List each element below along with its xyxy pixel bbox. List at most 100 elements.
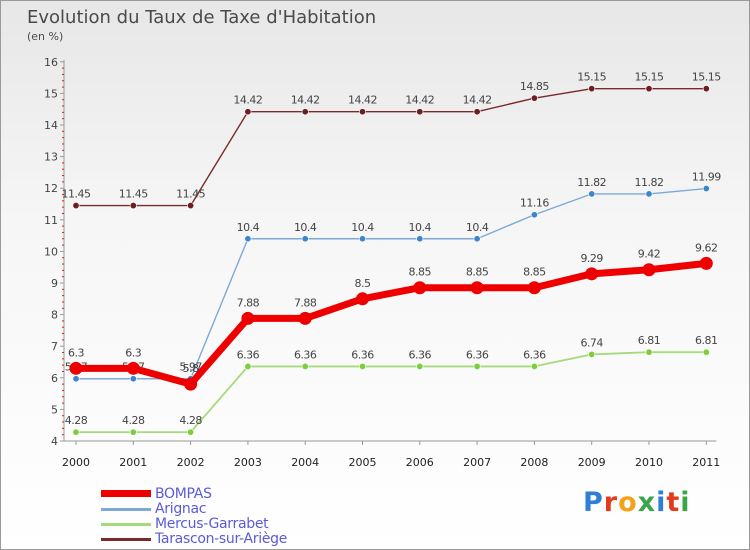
data-label-arignac: 10.4 <box>237 221 260 234</box>
data-label-mercus-garrabet: 6.81 <box>638 334 661 347</box>
legend-label-tarascon: Tarascon-sur-Ariège <box>155 531 288 547</box>
data-label-bompas: 7.88 <box>237 296 260 309</box>
data-label-tarascon: 15.15 <box>692 71 721 84</box>
data-label-tarascon: 14.85 <box>520 80 549 93</box>
x-tick-label: 2008 <box>520 456 548 469</box>
x-tick-label: 2010 <box>635 456 663 469</box>
legend-item-mercus-garrabet: Mercus-Garrabet <box>101 516 361 532</box>
data-point-arignac <box>358 235 366 243</box>
data-point-tarascon <box>358 108 366 116</box>
data-label-tarascon: 14.42 <box>405 94 434 107</box>
data-label-arignac: 10.4 <box>351 221 374 234</box>
data-label-mercus-garrabet: 6.36 <box>523 348 546 361</box>
data-point-tarascon <box>645 85 653 93</box>
data-label-tarascon: 14.42 <box>233 94 262 107</box>
data-point-mercus-garrabet <box>72 428 80 436</box>
data-label-bompas: 6.3 <box>68 346 84 359</box>
data-label-arignac: 5.97 <box>179 361 202 374</box>
data-point-arignac <box>72 375 80 383</box>
data-point-mercus-garrabet <box>702 348 710 356</box>
data-point-arignac <box>244 235 252 243</box>
brand-letter: P <box>583 487 604 518</box>
brand-letter: x <box>637 487 657 518</box>
data-label-bompas: 8.85 <box>409 266 432 279</box>
x-tick-label: 2006 <box>406 456 434 469</box>
data-label-bompas: 9.62 <box>695 241 718 254</box>
data-label-mercus-garrabet: 4.28 <box>179 414 202 427</box>
brand-letter: t <box>666 487 681 518</box>
data-point-bompas <box>642 263 656 277</box>
data-point-tarascon <box>301 108 309 116</box>
data-label-tarascon: 14.42 <box>291 94 320 107</box>
data-label-bompas: 5.8 <box>183 362 199 375</box>
data-point-mercus-garrabet <box>129 428 137 436</box>
data-point-tarascon <box>72 202 80 210</box>
data-point-arignac <box>301 235 309 243</box>
legend-swatch-mercus-garrabet <box>101 523 151 526</box>
data-label-arignac: 10.4 <box>294 221 317 234</box>
data-point-arignac <box>702 185 710 193</box>
data-point-mercus-garrabet <box>416 362 424 370</box>
data-point-arignac <box>416 235 424 243</box>
data-point-arignac <box>588 190 596 198</box>
y-tick-label: 10 <box>44 245 58 258</box>
data-label-mercus-garrabet: 6.74 <box>580 336 603 349</box>
data-label-mercus-garrabet: 6.81 <box>695 334 718 347</box>
data-point-tarascon <box>530 94 538 102</box>
data-label-arignac: 11.82 <box>577 176 606 189</box>
data-point-bompas <box>184 377 198 391</box>
chart-title: Evolution du Taux de Taxe d'Habitation <box>27 7 377 28</box>
y-tick-label: 14 <box>44 119 58 132</box>
data-label-bompas: 9.29 <box>580 252 603 265</box>
data-point-mercus-garrabet <box>588 350 596 358</box>
data-point-tarascon <box>702 85 710 93</box>
data-label-bompas: 7.88 <box>294 296 317 309</box>
legend-swatch-bompas <box>101 490 151 497</box>
data-point-arignac <box>530 211 538 219</box>
legend-swatch-arignac <box>101 508 151 511</box>
data-label-bompas: 6.3 <box>125 346 141 359</box>
data-label-bompas: 9.42 <box>638 248 661 261</box>
data-label-arignac: 11.99 <box>692 171 721 184</box>
x-tick-label: 2001 <box>119 456 147 469</box>
data-point-arignac <box>473 235 481 243</box>
data-point-bompas <box>356 292 369 306</box>
x-tick-label: 2000 <box>62 456 90 469</box>
data-label-arignac: 10.4 <box>409 221 432 234</box>
data-label-mercus-garrabet: 6.36 <box>466 348 489 361</box>
y-tick-label: 5 <box>51 403 58 416</box>
data-label-mercus-garrabet: 6.36 <box>294 348 317 361</box>
data-label-bompas: 8.85 <box>523 266 546 279</box>
data-point-bompas <box>298 311 312 325</box>
brand-letter: i <box>656 487 667 518</box>
data-point-bompas <box>527 281 541 295</box>
data-label-mercus-garrabet: 6.36 <box>409 348 432 361</box>
data-label-tarascon: 14.42 <box>348 94 377 107</box>
data-point-mercus-garrabet <box>473 362 481 370</box>
y-tick-label: 11 <box>44 214 58 227</box>
proxiti-logo: Proxiti <box>583 487 691 518</box>
y-tick-label: 4 <box>51 435 58 448</box>
data-point-arignac <box>129 375 137 383</box>
series-line-arignac <box>76 187 707 380</box>
data-point-tarascon <box>588 85 596 93</box>
unit-label: (en %) <box>27 30 64 43</box>
data-label-arignac: 11.82 <box>635 176 664 189</box>
series-line-mercus-garrabet <box>76 351 707 434</box>
x-tick-label: 2005 <box>349 456 377 469</box>
legend-label-arignac: Arignac <box>155 501 207 517</box>
data-point-mercus-garrabet <box>244 362 252 370</box>
data-label-tarascon: 15.15 <box>635 71 664 84</box>
data-label-mercus-garrabet: 4.28 <box>65 414 88 427</box>
data-point-bompas <box>241 311 255 325</box>
legend-item-arignac: Arignac <box>101 501 361 517</box>
data-label-tarascon: 15.15 <box>577 71 606 84</box>
data-label-bompas: 8.5 <box>355 277 371 290</box>
data-point-bompas <box>699 256 713 270</box>
data-point-mercus-garrabet <box>358 362 366 370</box>
series-line-tarascon <box>76 87 707 207</box>
data-label-mercus-garrabet: 6.36 <box>351 348 374 361</box>
data-label-arignac: 10.4 <box>466 221 489 234</box>
data-point-mercus-garrabet <box>187 428 195 436</box>
